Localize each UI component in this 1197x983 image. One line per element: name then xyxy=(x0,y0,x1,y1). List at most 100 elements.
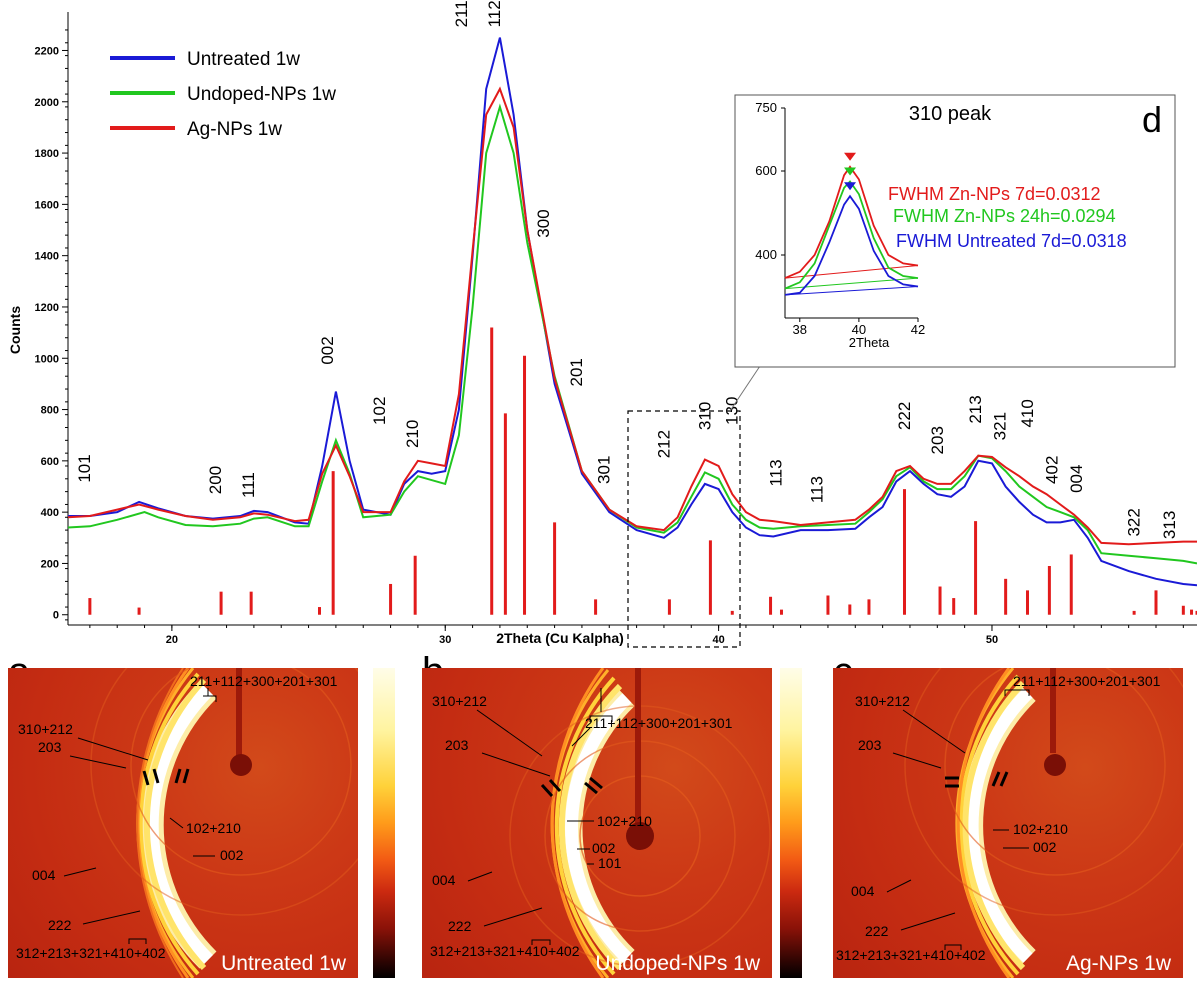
peak-label: 300 xyxy=(534,209,553,237)
y-tick-label: 800 xyxy=(41,405,59,417)
inset-axes: 400 600 750 38 40 42 xyxy=(755,100,925,337)
label-211-112-300-201-301: 211+112+300+201+301 xyxy=(1013,673,1161,689)
xrd-chart: 0200400600800100012001400160018002000220… xyxy=(7,0,1197,648)
peak-label: 321 xyxy=(991,412,1010,440)
peak-label: 004 xyxy=(1067,465,1086,493)
panel-caption-b: Undoped-NPs 1w xyxy=(595,952,760,975)
xrd-series-lines xyxy=(67,37,1197,587)
inset-peak-marker xyxy=(844,167,857,176)
label-102-210: 102+210 xyxy=(597,813,652,829)
pointer-lines xyxy=(886,689,1030,950)
zoom-region xyxy=(627,410,741,648)
y-tick-label: 1600 xyxy=(35,199,59,211)
label-211-112-300-201-301: 211+112+300+201+301 xyxy=(190,673,338,689)
inset-panel-letter: d xyxy=(1142,99,1162,140)
series-line-3 xyxy=(67,86,1197,546)
label-312-213-321-410-402: 312+213+321+410+402 xyxy=(430,943,580,959)
peak-label: 402 xyxy=(1043,456,1062,484)
inset-series-line-1 xyxy=(784,165,919,279)
peak-label: 213 xyxy=(966,395,985,423)
series-line-1 xyxy=(68,37,1197,587)
legend-label: Ag-NPs 1w xyxy=(187,119,282,140)
inset-baseline xyxy=(784,265,919,279)
label-203: 203 xyxy=(445,737,469,753)
series-line-2 xyxy=(67,103,1197,565)
peak-label: 212 xyxy=(654,430,673,458)
peak-label: 222 xyxy=(895,402,914,430)
label-002: 002 xyxy=(1033,839,1057,855)
inset-peak-markers xyxy=(844,152,857,191)
x-axis-label: 2Theta (Cu Kalpha) xyxy=(496,630,624,646)
inset-x-tick-label: 40 xyxy=(852,322,866,337)
peak-label: 200 xyxy=(206,466,225,494)
label-312-213-321-410-402: 312+213+321+410+402 xyxy=(16,945,166,961)
diffraction-pattern-a: 211+112+300+201+301 310+212 203 102+210 … xyxy=(16,668,358,978)
arrows xyxy=(945,771,1009,788)
inset-y-tick-label: 400 xyxy=(755,247,777,262)
y-tick-label: 200 xyxy=(41,558,59,570)
inset-peak-marker xyxy=(844,152,857,161)
inset-x-tick-label: 38 xyxy=(793,322,807,337)
ring-pattern xyxy=(509,668,771,978)
zoom-connector xyxy=(729,365,761,412)
peak-label: 101 xyxy=(75,454,94,482)
legend-label: Untreated 1w xyxy=(187,49,300,70)
label-211-112-300-201-301: 211+112+300+201+301 xyxy=(585,715,733,731)
inset-x-label: 2Theta xyxy=(849,335,890,350)
peak-label: 201 xyxy=(567,358,586,386)
label-002: 002 xyxy=(220,847,244,863)
peak-label: 130 xyxy=(723,397,742,425)
peak-label: 410 xyxy=(1018,399,1037,427)
x-tick-label: 40 xyxy=(712,634,724,646)
legend-label: Undoped-NPs 1w xyxy=(187,84,336,105)
inset-fwhm-red: FWHM Zn-NPs 7d=0.0312 xyxy=(888,184,1101,204)
peak-label: 002 xyxy=(318,336,337,364)
label-203: 203 xyxy=(38,739,62,755)
label-002: 002 xyxy=(592,840,616,856)
label-310-212: 310+212 xyxy=(855,693,910,709)
panel-caption-c: Ag-NPs 1w xyxy=(1065,952,1171,975)
label-310-212: 310+212 xyxy=(432,693,487,709)
peak-label: 102 xyxy=(370,397,389,425)
y-tick-label: 1200 xyxy=(35,302,59,314)
label-310-212: 310+212 xyxy=(18,721,73,737)
inset-y-tick-label: 600 xyxy=(755,163,777,178)
inset-series-lines xyxy=(784,165,919,296)
label-004: 004 xyxy=(851,883,875,899)
label-222: 222 xyxy=(448,918,472,934)
pointer-lines xyxy=(63,688,217,944)
peak-label: 322 xyxy=(1125,508,1144,536)
diffraction-pattern-b: 310+212 211+112+300+201+301 203 102+210 … xyxy=(430,668,771,978)
peak-label: 113 xyxy=(766,459,785,486)
label-222: 222 xyxy=(48,917,72,933)
ring-pattern xyxy=(904,668,1183,978)
diffraction-panel-b: 310+212 211+112+300+201+301 203 102+210 … xyxy=(422,668,772,978)
peak-label: 211 xyxy=(452,0,471,27)
colorbar-a xyxy=(373,668,395,978)
peak-label: 210 xyxy=(403,420,422,448)
ring-pattern xyxy=(90,668,358,978)
label-222: 222 xyxy=(865,923,889,939)
peak-label: 203 xyxy=(928,426,947,454)
x-tick-label: 20 xyxy=(166,634,178,646)
inset-y-tick-label: 750 xyxy=(755,100,777,115)
diffraction-panel-a: 211+112+300+201+301 310+212 203 102+210 … xyxy=(8,668,358,978)
peak-label: 111 xyxy=(239,472,258,498)
label-004: 004 xyxy=(32,867,56,883)
y-tick-label: 600 xyxy=(41,456,59,468)
inset-series-line-2 xyxy=(784,180,919,290)
colorbar-b xyxy=(780,668,802,978)
inset-x-tick-label: 42 xyxy=(911,322,925,337)
peak-label: 310 xyxy=(695,402,714,430)
x-tick-label: 50 xyxy=(986,634,998,646)
label-004: 004 xyxy=(432,872,456,888)
label-102-210: 102+210 xyxy=(186,820,241,836)
inset-title: 310 peak xyxy=(909,103,992,125)
x-tick-label: 30 xyxy=(439,634,451,646)
label-203: 203 xyxy=(858,737,882,753)
y-tick-label: 1400 xyxy=(35,251,59,263)
y-tick-label: 1800 xyxy=(35,148,59,160)
legend: Untreated 1w Undoped-NPs 1w Ag-NPs 1w xyxy=(110,49,336,140)
inset-frame xyxy=(734,94,1176,368)
peak-label: 113 xyxy=(807,476,826,503)
